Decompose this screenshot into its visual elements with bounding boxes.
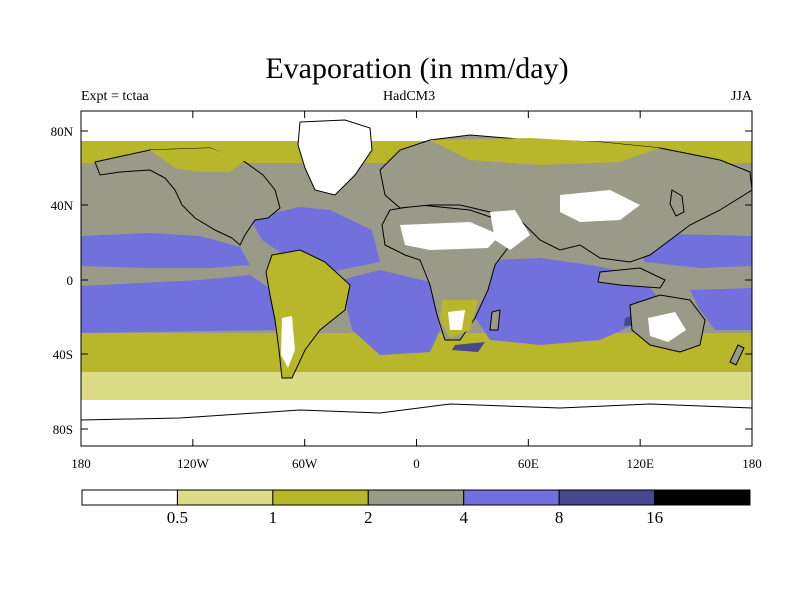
colorbar-swatch bbox=[367, 489, 465, 506]
colorbar-label: 16 bbox=[646, 508, 663, 527]
x-tick-label: 180 bbox=[742, 456, 762, 471]
x-axis: 180 120W 60W 0 60E 120E 180 bbox=[71, 111, 762, 471]
atlantic-north-blue bbox=[250, 207, 380, 272]
colorbar-label: 1 bbox=[269, 508, 278, 527]
colorbar: 0.5 1 2 4 8 16 bbox=[81, 489, 751, 527]
colorbar-swatch bbox=[81, 489, 178, 506]
pacific-south-blue bbox=[81, 275, 275, 333]
experiment-label: Expt = tctaa bbox=[81, 89, 149, 104]
map-title: Evaporation (in mm/day) bbox=[265, 52, 569, 85]
antarctica bbox=[81, 403, 752, 446]
colorbar-swatch bbox=[272, 489, 369, 506]
siberia-olive bbox=[430, 138, 660, 165]
colorbar-label: 4 bbox=[459, 508, 468, 527]
indian-ocean-navy bbox=[452, 342, 485, 352]
arabia-white bbox=[490, 210, 530, 250]
japan bbox=[669, 189, 685, 217]
x-tick-label: 180 bbox=[71, 456, 91, 471]
andes-white bbox=[281, 316, 295, 368]
north-america bbox=[94, 147, 281, 246]
x-tick-label: 60W bbox=[292, 456, 318, 471]
y-tick-label: 80S bbox=[53, 422, 73, 437]
band-pale-south bbox=[81, 372, 752, 402]
colorbar-label: 2 bbox=[364, 508, 373, 527]
y-tick-label: 80N bbox=[51, 124, 74, 139]
greenland bbox=[297, 119, 373, 196]
y-axis: 80N 40N 0 40S 80S bbox=[51, 124, 752, 437]
atlantic-south-blue bbox=[340, 270, 440, 355]
x-tick-label: 120E bbox=[626, 456, 654, 471]
x-tick-label: 120W bbox=[177, 456, 210, 471]
pacific-north-blue bbox=[81, 233, 250, 268]
model-label: HadCM3 bbox=[383, 89, 436, 104]
colorbar-swatch bbox=[654, 489, 751, 506]
y-tick-label: 40S bbox=[53, 347, 73, 362]
indonesia bbox=[597, 267, 666, 289]
madagascar bbox=[489, 309, 501, 331]
colorbar-swatch bbox=[176, 489, 274, 506]
pacific-west-south-blue bbox=[690, 288, 752, 330]
y-tick-label: 0 bbox=[67, 273, 74, 288]
season-label: JJA bbox=[730, 89, 752, 104]
x-tick-label: 0 bbox=[413, 456, 420, 471]
colorbar-swatch bbox=[463, 489, 560, 506]
central-asia-white bbox=[560, 190, 640, 222]
canada-olive bbox=[150, 148, 245, 172]
colorbar-swatch bbox=[558, 489, 656, 506]
y-tick-label: 40N bbox=[51, 198, 74, 213]
new-zealand bbox=[729, 344, 745, 366]
x-tick-label: 60E bbox=[518, 456, 539, 471]
colorbar-label: 0.5 bbox=[167, 508, 188, 527]
sahara-white bbox=[400, 222, 500, 250]
kalahari-white bbox=[448, 310, 465, 330]
map-field bbox=[81, 111, 752, 446]
colorbar-label: 8 bbox=[555, 508, 564, 527]
australia-white bbox=[648, 312, 686, 342]
